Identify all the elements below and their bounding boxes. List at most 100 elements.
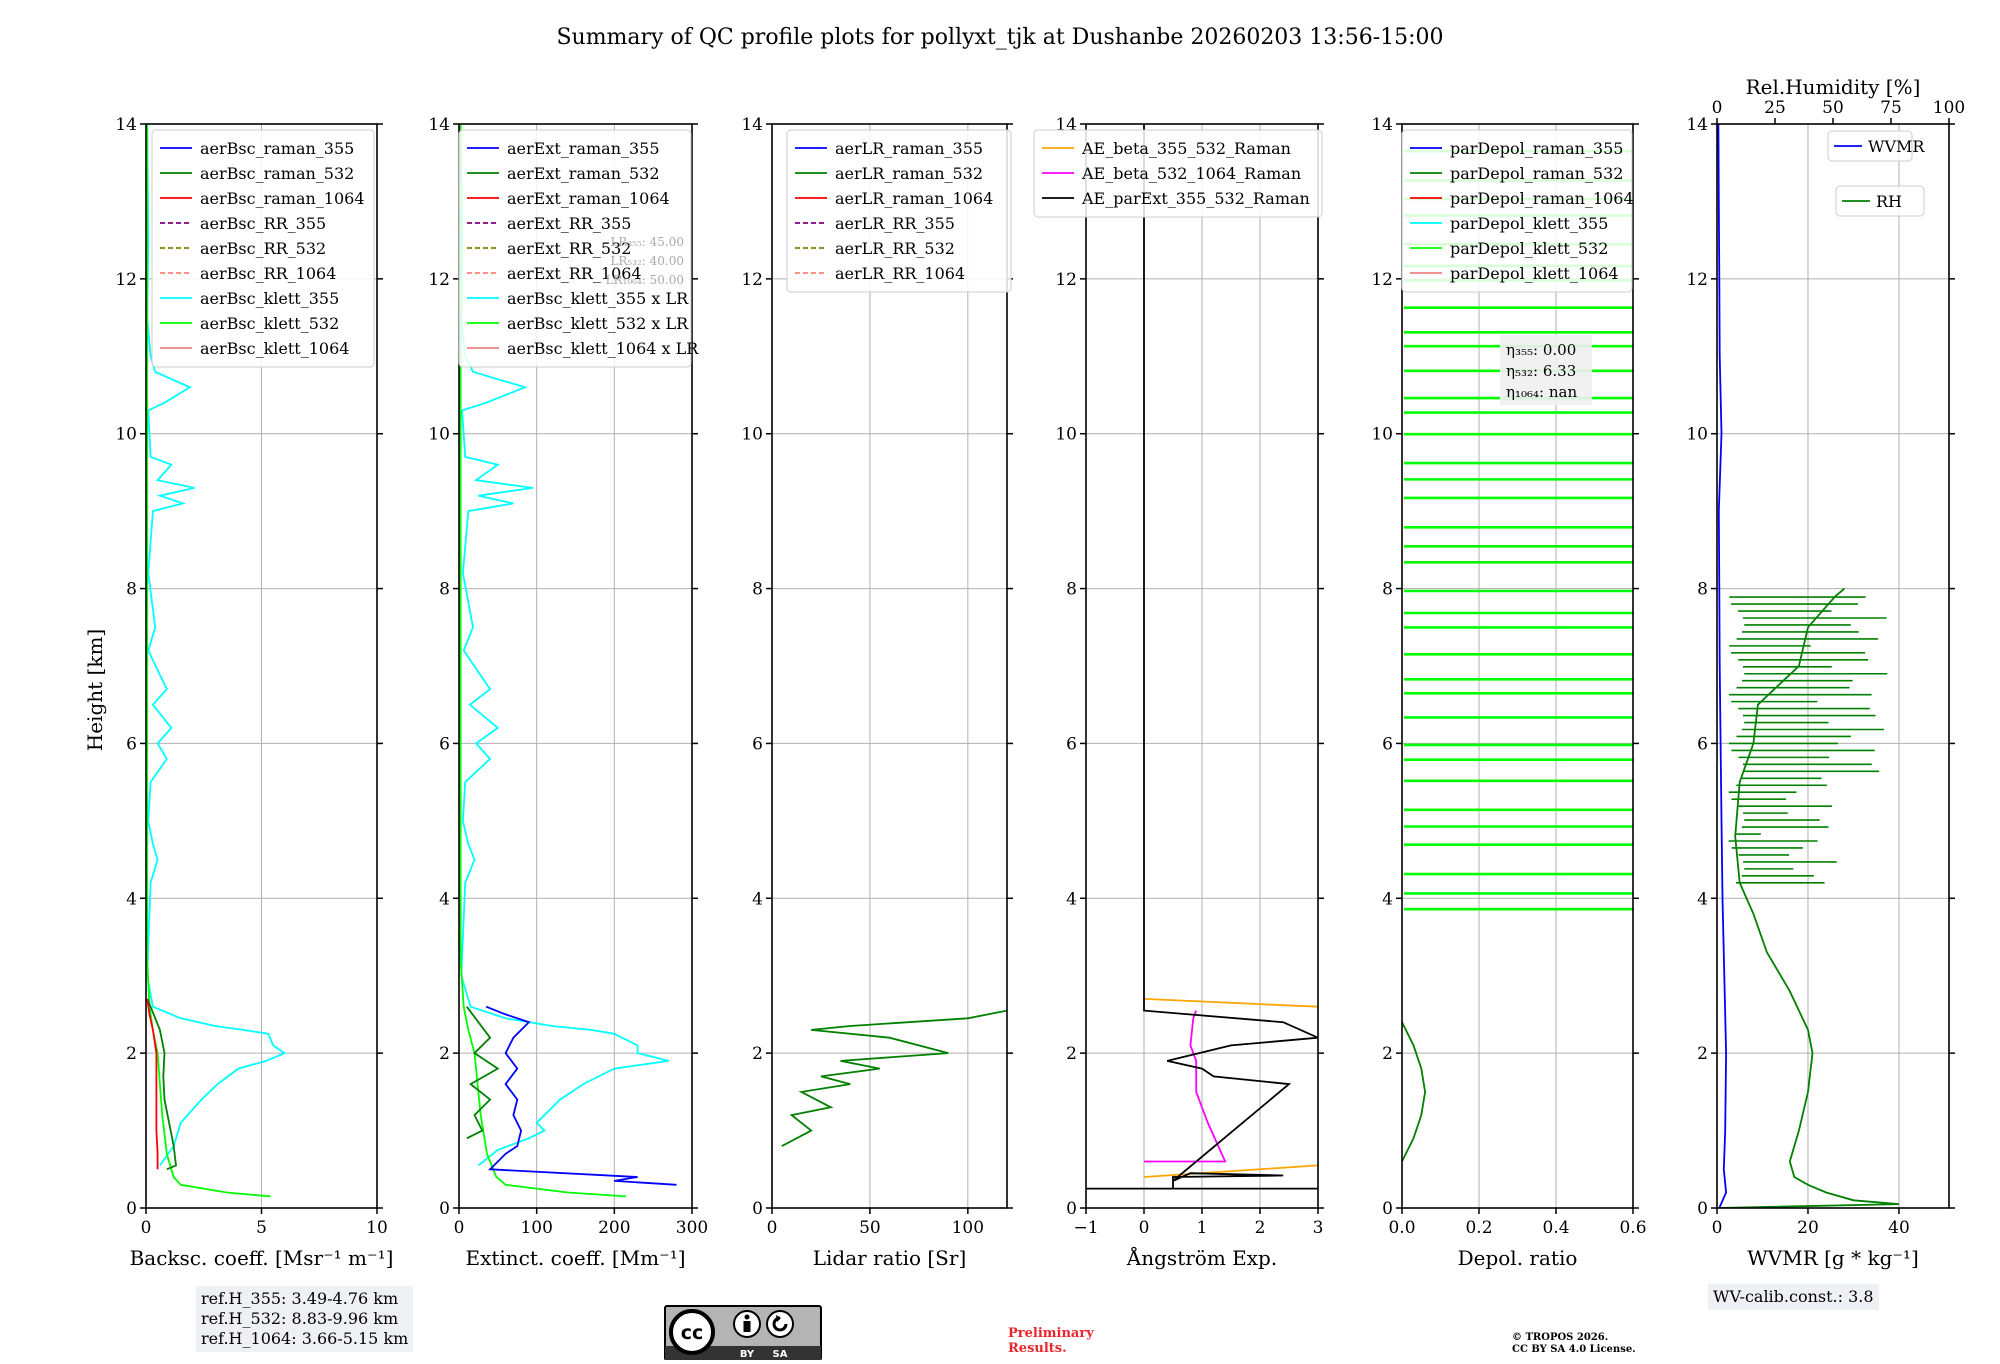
- y-tick-label-ext: 10: [428, 425, 450, 445]
- reference-heights-box: ref.H_355: 3.49-4.76 km ref.H_532: 8.83-…: [196, 1286, 414, 1352]
- cc-license-badge[interactable]: cc BY SA: [664, 1305, 822, 1361]
- lr-note: LR₁₀₆₄: 50.00: [606, 273, 684, 287]
- y-tick-label-wv: 14: [1686, 115, 1708, 135]
- series-AE_beta_355_532_Raman: [1143, 1164, 1318, 1178]
- y-tick-label-dep: 0: [1382, 1199, 1393, 1219]
- y-tick-label-bsc: 4: [126, 889, 137, 909]
- legend-entry: aerExt_RR_532: [507, 239, 631, 258]
- y-tick-label-bsc: 8: [126, 580, 137, 600]
- sa-label: SA: [773, 1349, 788, 1360]
- legend-entry: parDepol_klett_1064: [1450, 264, 1619, 283]
- legend-entry: aerBsc_raman_532: [200, 164, 354, 183]
- legend-entry: aerBsc_raman_1064: [200, 189, 365, 208]
- series-RH: [1717, 587, 1900, 1208]
- series-aerBsc_raman_532: [146, 998, 177, 1171]
- top-x-tick-label: 100: [1933, 98, 1965, 118]
- legend-entry: parDepol_raman_532: [1450, 164, 1623, 183]
- legend-entry: aerExt_raman_532: [507, 164, 660, 183]
- legend-dep: parDepol_raman_355 parDepol_raman_532 parD…: [1401, 129, 1634, 293]
- legend-entry: parDepol_klett_532: [1450, 239, 1608, 258]
- legend-entry: aerBsc_klett_532: [200, 314, 339, 333]
- top-x-tick-label: 0: [1712, 98, 1723, 118]
- x-tick-label-ext: 300: [676, 1218, 708, 1238]
- legend-entry: AE_beta_355_532_Raman: [1081, 139, 1291, 158]
- legend-entry: RH: [1876, 192, 1902, 211]
- axes-frame-dep: [1401, 123, 1634, 1209]
- legend-box: [786, 129, 1012, 293]
- series-aerBsc_klett_532 x LR: [459, 124, 627, 1198]
- legend-entry: aerLR_RR_1064: [835, 264, 965, 283]
- x-axis-label-bsc: Backsc. coeff. [Msr⁻¹ m⁻¹]: [130, 1246, 394, 1270]
- axes-frame-lr: [771, 123, 1008, 1209]
- y-tick-label-wv: 12: [1686, 270, 1708, 290]
- legend-box: [1401, 129, 1633, 293]
- legend-entry: aerBsc_klett_1064 x LR: [507, 339, 699, 358]
- y-tick-label-ae: 6: [1066, 734, 1077, 754]
- x-tick-label-ae: −1: [1073, 1218, 1098, 1238]
- x-tick-label-dep: 0.2: [1465, 1218, 1492, 1238]
- x-tick-label-lr: 0: [767, 1218, 778, 1238]
- legend-entry: aerBsc_raman_355: [200, 139, 354, 158]
- x-tick-label-bsc: 5: [256, 1218, 267, 1238]
- top-axis-label: Rel.Humidity [%]: [1746, 75, 1921, 99]
- y-tick-label-bsc: 12: [115, 270, 137, 290]
- y-tick-label-ae: 2: [1066, 1044, 1077, 1064]
- top-x-tick-label: 50: [1822, 98, 1844, 118]
- sa-icon: [766, 1310, 794, 1338]
- legend-box: [458, 129, 692, 368]
- series-aerExt_raman_355: [485, 1005, 677, 1186]
- x-tick-label-ae: 0: [1139, 1218, 1150, 1238]
- y-tick-label-wv: 8: [1697, 580, 1708, 600]
- series-group-lr: [781, 1009, 1007, 1147]
- y-tick-label-bsc: 2: [126, 1044, 137, 1064]
- cc-icon: [669, 1309, 715, 1355]
- legend-box: [1033, 129, 1323, 218]
- y-tick-label-dep: 8: [1382, 580, 1393, 600]
- x-tick-label-ae: 1: [1197, 1218, 1208, 1238]
- legend-entry: aerLR_raman_355: [835, 139, 983, 158]
- preliminary-note: Preliminary Results.: [1008, 1326, 1094, 1356]
- legend-entry: aerBsc_RR_532: [200, 239, 326, 258]
- y-tick-label-ext: 6: [439, 734, 450, 754]
- legend-entry: AE_parExt_355_532_Raman: [1081, 189, 1310, 208]
- legend-entry: parDepol_raman_1064: [1450, 189, 1634, 208]
- y-tick-label-lr: 10: [741, 425, 763, 445]
- svg-text:cc: cc: [681, 1322, 704, 1344]
- y-tick-label-ae: 0: [1066, 1199, 1077, 1219]
- legend-ae: AE_beta_355_532_Raman AE_beta_532_1064_Ra…: [1033, 129, 1323, 218]
- eta-note: η₁₀₆₄: nan: [1506, 383, 1577, 401]
- legend-lr: aerLR_raman_355 aerLR_raman_532 aerLR_rama…: [786, 129, 1012, 293]
- series-group-ext: [459, 124, 677, 1198]
- series-aerBsc_klett_532: [146, 124, 271, 1198]
- legend-entry: aerBsc_klett_532 x LR: [507, 314, 689, 333]
- y-tick-label-ae: 12: [1055, 270, 1077, 290]
- y-tick-label-bsc: 0: [126, 1199, 137, 1219]
- top-x-tick-label: 75: [1880, 98, 1902, 118]
- y-tick-label-wv: 4: [1697, 889, 1708, 909]
- eta-box: [1500, 335, 1592, 405]
- y-tick-label-bsc: 6: [126, 734, 137, 754]
- legend-entry: aerBsc_klett_1064: [200, 339, 349, 358]
- y-tick-label-lr: 12: [741, 270, 763, 290]
- legend-box: [1827, 130, 1913, 162]
- legend-entry: aerBsc_RR_1064: [200, 264, 336, 283]
- ref-height-532: ref.H_532: 8.83-9.96 km: [201, 1309, 399, 1328]
- x-tick-label-ext: 200: [598, 1218, 630, 1238]
- series-aerLR_raman_532: [781, 1009, 1007, 1147]
- legend-entry: aerLR_raman_1064: [835, 189, 993, 208]
- series-group-ae: [1086, 124, 1318, 1190]
- y-tick-label-ext: 14: [428, 115, 450, 135]
- series-group-wv: [1717, 124, 1900, 1208]
- y-tick-label-bsc: 10: [115, 425, 137, 445]
- legend-entry: aerBsc_klett_355 x LR: [507, 289, 689, 308]
- y-tick-label-bsc: 14: [115, 115, 137, 135]
- lr-note: LR₃₅₅: 45.00: [610, 235, 684, 249]
- legend-entry: aerExt_RR_1064: [507, 264, 642, 283]
- axes-frame-ae: [1085, 123, 1319, 1209]
- y-tick-label-ext: 4: [439, 889, 450, 909]
- series-AE_beta_355_532_Raman_upper: [1143, 998, 1318, 1008]
- x-tick-label-bsc: 10: [366, 1218, 388, 1238]
